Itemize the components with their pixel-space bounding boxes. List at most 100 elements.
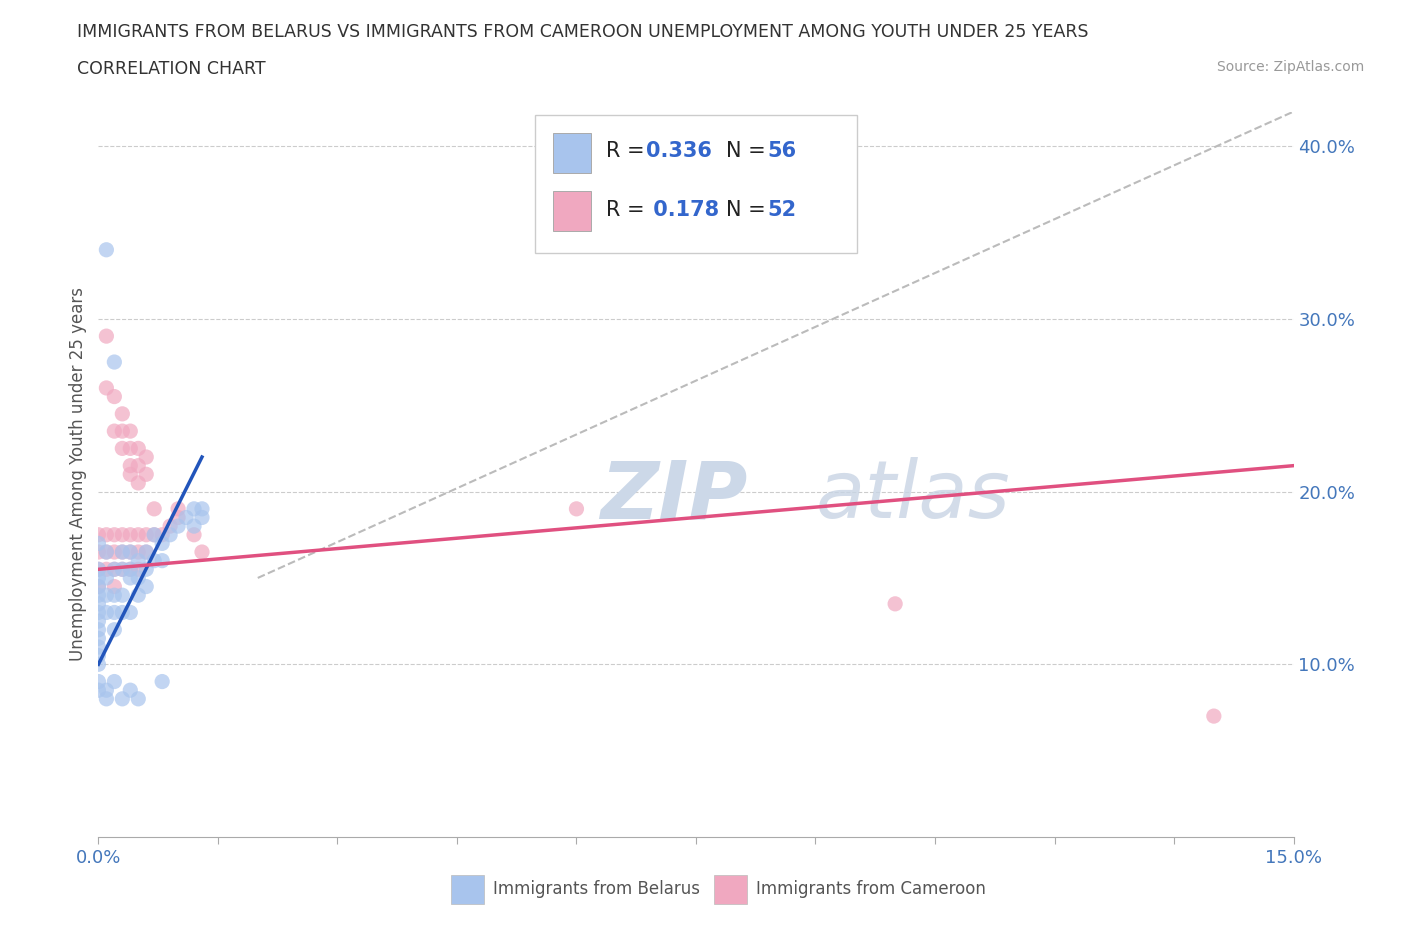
Text: Source: ZipAtlas.com: Source: ZipAtlas.com [1216,60,1364,74]
Point [150,527,173,542]
Point [111,545,134,560]
Point [135,527,157,542]
Point [1202,709,1225,724]
Point [111,545,134,560]
Text: Immigrants from Belarus: Immigrants from Belarus [494,880,700,898]
Point [191,501,214,516]
Point [87,562,110,577]
Point [87,570,110,585]
Point [884,596,907,611]
FancyBboxPatch shape [451,875,485,904]
Point [143,527,166,542]
Point [87,622,110,637]
Point [120,562,142,577]
Point [120,605,142,620]
Point [183,501,205,516]
Point [143,501,166,516]
Point [135,562,157,577]
Point [120,545,142,560]
Point [120,683,142,698]
Point [103,579,125,594]
Point [103,424,125,439]
Point [96,683,118,698]
Point [87,545,110,560]
Point [111,691,134,706]
Point [135,545,157,560]
Point [96,545,118,560]
Point [135,467,157,482]
Point [120,458,142,473]
Y-axis label: Unemployment Among Youth under 25 years: Unemployment Among Youth under 25 years [69,287,87,661]
Point [96,243,118,258]
Point [87,640,110,655]
Point [96,545,118,560]
Text: R =: R = [606,141,651,162]
Point [135,449,157,464]
Point [103,354,125,369]
Point [143,527,166,542]
Point [87,614,110,629]
FancyBboxPatch shape [553,192,591,232]
FancyBboxPatch shape [714,875,748,904]
Point [87,631,110,645]
Text: 0.336: 0.336 [645,141,711,162]
Point [96,605,118,620]
Point [127,553,149,568]
Point [87,605,110,620]
Point [120,570,142,585]
Point [87,579,110,594]
Point [127,458,149,473]
Point [103,545,125,560]
Point [174,510,197,525]
Point [143,553,166,568]
Point [191,545,214,560]
Point [103,674,125,689]
Point [96,570,118,585]
Point [96,691,118,706]
Text: 56: 56 [768,141,797,162]
Point [120,441,142,456]
Point [127,570,149,585]
Point [87,657,110,671]
Point [167,519,190,534]
Point [87,588,110,603]
Point [103,622,125,637]
Point [103,562,125,577]
FancyBboxPatch shape [553,133,591,173]
Point [103,562,125,577]
Point [127,691,149,706]
Point [167,501,190,516]
Point [127,527,149,542]
Text: 52: 52 [768,200,797,219]
FancyBboxPatch shape [534,115,858,253]
Point [120,527,142,542]
Point [127,475,149,490]
Point [87,527,110,542]
Text: CORRELATION CHART: CORRELATION CHART [77,60,266,78]
Point [87,562,110,577]
Point [96,380,118,395]
Point [111,527,134,542]
Point [159,527,181,542]
Text: R =: R = [606,200,651,219]
Point [127,545,149,560]
Point [120,562,142,577]
Point [111,441,134,456]
Point [111,562,134,577]
Point [150,674,173,689]
Point [111,424,134,439]
Point [111,406,134,421]
Point [96,527,118,542]
Point [191,510,214,525]
Point [127,588,149,603]
Point [565,501,588,516]
Point [96,588,118,603]
Text: atlas: atlas [815,457,1011,535]
Point [135,579,157,594]
Point [167,510,190,525]
Point [96,328,118,343]
Point [103,588,125,603]
Point [103,389,125,404]
Point [87,648,110,663]
Text: Immigrants from Cameroon: Immigrants from Cameroon [756,880,986,898]
